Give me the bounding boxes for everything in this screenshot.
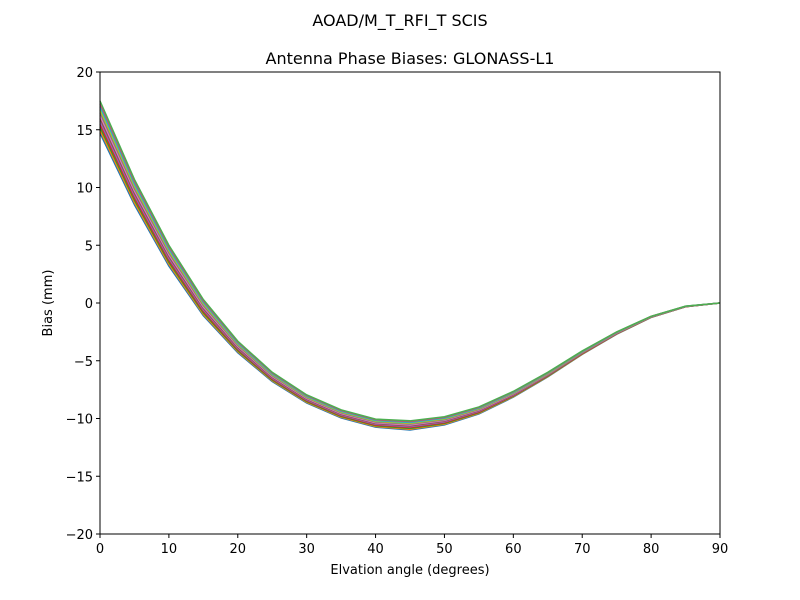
series-line [99, 103, 721, 423]
plot-frame [99, 71, 721, 535]
x-axis-ticks: 0 10 20 30 40 50 60 70 80 90 [96, 534, 728, 557]
chart-title: Antenna Phase Biases: GLONASS-L1 [266, 49, 555, 68]
plot-lines [99, 100, 721, 431]
y-axis-label: Bias (mm) [41, 270, 56, 337]
series-line [99, 124, 721, 429]
series-line [99, 106, 721, 424]
series-line [99, 109, 721, 425]
y-tick-label: −15 [66, 470, 93, 485]
x-tick-label: 90 [712, 542, 729, 557]
x-tick-label: 0 [96, 542, 104, 557]
y-tick-label: 5 [85, 239, 93, 254]
series-line [99, 127, 721, 430]
x-tick-label: 30 [298, 542, 315, 557]
y-tick-label: −20 [66, 528, 93, 543]
x-tick-label: 10 [161, 542, 178, 557]
y-axis-ticks: −20 −15 −10 −5 0 5 10 15 20 [66, 66, 100, 543]
x-tick-label: 20 [230, 542, 247, 557]
y-tick-label: 10 [76, 182, 93, 197]
x-axis-label: Elvation angle (degrees) [330, 563, 489, 578]
chart-suptitle: AOAD/M_T_RFI_T SCIS [312, 11, 487, 31]
x-tick-label: 40 [367, 542, 384, 557]
series-line [99, 132, 721, 431]
y-tick-label: −5 [74, 355, 93, 370]
y-tick-label: −10 [66, 413, 93, 428]
series-line [99, 129, 721, 430]
series-line [99, 121, 721, 428]
series-line [99, 112, 721, 425]
y-tick-label: 20 [76, 66, 93, 81]
series-line [99, 100, 721, 422]
series-line [99, 115, 721, 426]
x-tick-label: 80 [643, 542, 660, 557]
x-tick-label: 60 [505, 542, 522, 557]
series-line [99, 118, 721, 427]
y-tick-label: 0 [85, 297, 93, 312]
x-tick-label: 50 [436, 542, 453, 557]
x-tick-label: 70 [574, 542, 591, 557]
y-tick-label: 15 [76, 124, 93, 139]
